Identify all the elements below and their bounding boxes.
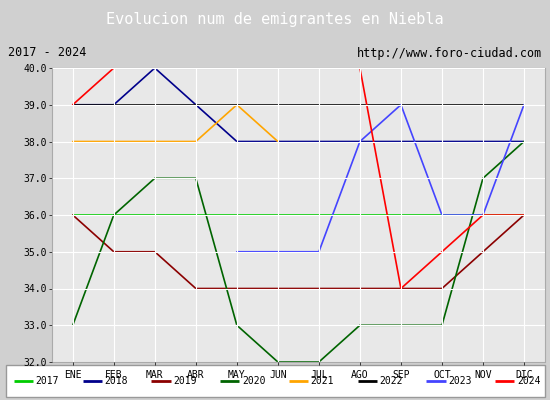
Text: 2022: 2022 (379, 376, 403, 386)
Text: 2021: 2021 (311, 376, 334, 386)
Text: 2017: 2017 (36, 376, 59, 386)
Text: 2023: 2023 (448, 376, 472, 386)
Text: 2019: 2019 (173, 376, 197, 386)
Text: 2018: 2018 (104, 376, 128, 386)
Text: 2017 - 2024: 2017 - 2024 (8, 46, 87, 60)
Text: 2020: 2020 (242, 376, 266, 386)
Text: 2024: 2024 (517, 376, 541, 386)
Text: Evolucion num de emigrantes en Niebla: Evolucion num de emigrantes en Niebla (106, 12, 444, 27)
FancyBboxPatch shape (6, 365, 544, 397)
Text: http://www.foro-ciudad.com: http://www.foro-ciudad.com (356, 46, 542, 60)
